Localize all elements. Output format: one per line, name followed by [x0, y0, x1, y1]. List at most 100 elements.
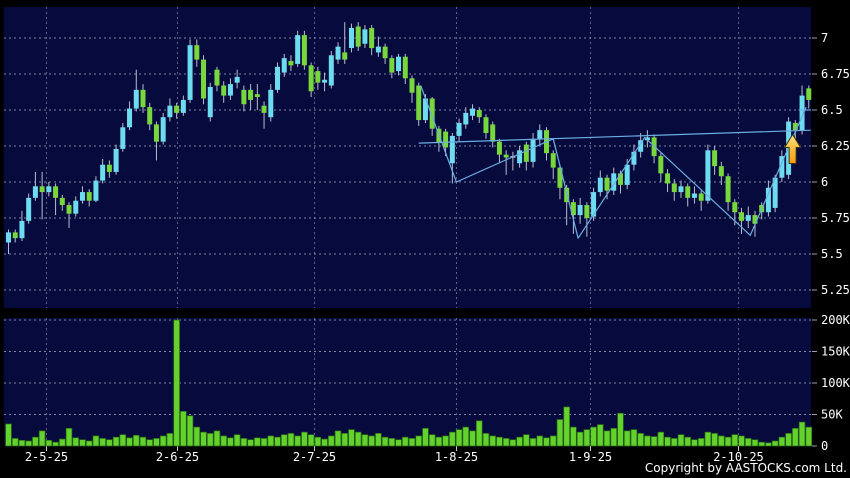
volume-bar — [254, 437, 261, 447]
candle-body — [665, 173, 671, 184]
price-tick-label: 5.25 — [821, 283, 850, 297]
volume-bar — [731, 434, 739, 447]
volume-bar — [153, 438, 160, 447]
candle-body — [12, 232, 18, 239]
candle-body — [806, 88, 812, 100]
volume-bar — [449, 431, 456, 447]
candle-body — [288, 61, 294, 66]
date-tick-label: 1-9-25 — [569, 450, 612, 464]
candle-body — [705, 150, 711, 201]
volume-bar — [38, 430, 46, 447]
volume-bar — [220, 435, 227, 447]
resistance-line — [418, 129, 811, 144]
candle-body — [93, 180, 99, 201]
candle-body — [39, 186, 45, 193]
volume-bar — [186, 415, 194, 447]
candle-body — [342, 52, 348, 60]
volume-bar — [5, 423, 12, 447]
volume-bar — [106, 439, 113, 447]
volume-bar — [133, 434, 140, 447]
volume-bar — [496, 436, 503, 447]
volume-bar — [805, 426, 813, 447]
up-arrow-marker — [783, 133, 802, 164]
volume-bar — [126, 437, 133, 447]
candle-body — [174, 105, 180, 113]
volume-bar — [583, 429, 591, 447]
volume-bar — [287, 433, 295, 447]
candle-body — [422, 98, 428, 121]
candle-body — [248, 89, 254, 100]
candle-body — [732, 202, 738, 213]
candle-body — [100, 164, 106, 181]
candle-body — [658, 156, 664, 174]
volume-bar — [751, 439, 759, 447]
volume-bar — [718, 435, 725, 447]
candle-body — [671, 183, 677, 193]
candle-body — [180, 99, 186, 113]
candle-body — [59, 197, 65, 206]
candle-body — [227, 84, 233, 96]
candle-body — [19, 220, 25, 239]
candle-body — [214, 69, 220, 86]
candle-body — [537, 130, 543, 139]
volume-bar — [112, 436, 120, 447]
volume-bar — [207, 433, 214, 447]
candle-body — [517, 150, 523, 164]
volume-bar — [610, 428, 617, 447]
volume-bar — [227, 437, 234, 447]
volume-bar — [402, 436, 409, 447]
price-tick-label: 6.5 — [821, 103, 843, 117]
candle-body — [369, 27, 375, 49]
price-tick-label: 7 — [821, 31, 828, 45]
volume-bar — [677, 434, 685, 447]
volume-pane[interactable] — [4, 318, 811, 446]
candle-body — [167, 105, 173, 118]
price-tick-label: 5.75 — [821, 211, 850, 225]
volume-bar — [307, 434, 315, 447]
candle-body — [611, 173, 617, 191]
candle-body — [644, 137, 650, 141]
candle-body — [73, 200, 79, 214]
volume-tick-label: 200K — [821, 313, 850, 327]
candle-body — [194, 45, 200, 60]
date-tick-label: 1-8-25 — [435, 450, 478, 464]
candle-body — [631, 151, 637, 165]
volume-bar — [92, 435, 100, 447]
volume-bar — [45, 439, 53, 447]
volume-bar — [193, 426, 201, 447]
volume-tick-label: 0 — [821, 439, 828, 453]
volume-bar — [462, 426, 470, 447]
candle-body — [322, 79, 328, 83]
volume-bar — [294, 435, 301, 447]
candle-body — [712, 150, 718, 167]
candle-body — [133, 89, 139, 109]
candle-body — [638, 140, 644, 152]
volume-bar — [260, 438, 268, 447]
copyright-notice: Copyright by AASTOCKS.com Ltd. — [644, 461, 847, 475]
candle-body — [470, 108, 476, 116]
candle-body — [570, 202, 576, 216]
candle-body — [275, 66, 280, 90]
candle-body — [476, 110, 482, 118]
price-tick-label: 5.5 — [821, 247, 843, 261]
volume-bar — [691, 439, 698, 447]
volume-bar — [765, 442, 772, 447]
candle-body — [221, 85, 227, 96]
volume-bar — [644, 435, 651, 447]
candle-body — [678, 186, 684, 193]
candle-body — [779, 156, 785, 178]
candle-body — [113, 148, 119, 172]
candle-body — [799, 95, 805, 131]
volume-tick-label: 50K — [821, 408, 843, 422]
price-pane[interactable] — [4, 7, 811, 308]
candle-body — [550, 153, 556, 168]
volume-bar — [744, 438, 752, 447]
volume-bar — [792, 428, 799, 447]
candle-body — [617, 173, 623, 185]
candle-body — [402, 56, 408, 79]
candle-body — [772, 177, 778, 208]
volume-bar — [240, 438, 248, 447]
candle-body — [153, 124, 159, 142]
volume-bar — [280, 434, 288, 447]
